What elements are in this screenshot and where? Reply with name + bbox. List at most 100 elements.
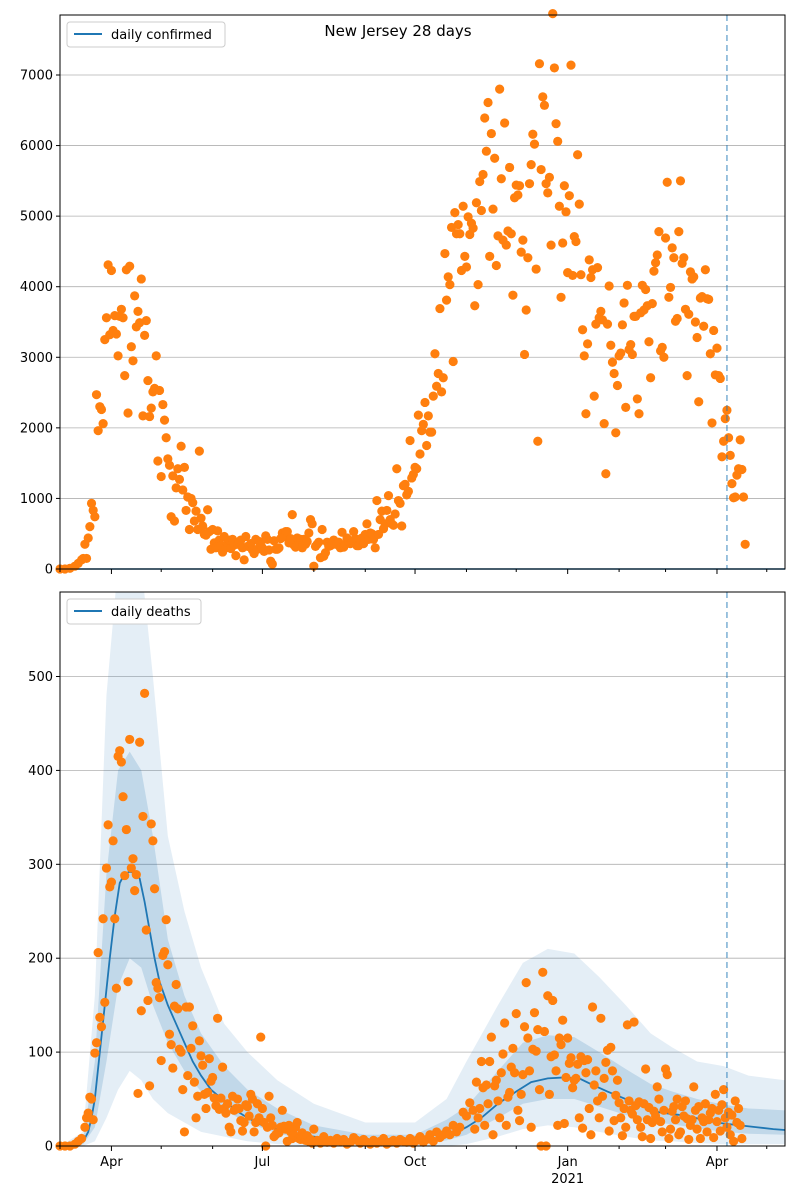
deaths-point [712,1116,722,1127]
deaths-point [636,1122,646,1132]
confirmed-point [267,559,277,569]
confirmed-point [480,113,490,123]
deaths-point [455,1122,465,1132]
confirmed-point [427,427,437,437]
deaths-point [584,1103,594,1114]
confirmed-point [579,351,589,361]
confirmed-point [725,450,735,460]
deaths-point [581,1068,591,1078]
deaths-point [93,947,103,958]
confirmed-y-tick-label: 3000 [20,351,53,366]
confirmed-point [674,227,684,237]
confirmed-point [576,270,586,280]
confirmed-point [440,248,450,259]
deaths-point [473,1113,483,1123]
confirmed-point [619,298,629,308]
deaths-point [670,1115,681,1125]
deaths-point [222,1099,233,1109]
deaths-x-tick-label: Jan [557,1155,578,1170]
confirmed-point [106,265,117,276]
confirmed-point [526,160,536,170]
deaths-point [191,1113,201,1123]
confirmed-point [524,179,535,189]
confirmed-point [184,524,195,535]
confirmed-point [140,330,150,341]
confirmed-point [647,299,657,309]
confirmed-point [153,456,163,466]
confirmed-point [481,146,491,156]
confirmed-point [612,380,623,391]
deaths-point [140,688,150,699]
confirmed-point [390,509,400,519]
confirmed-point [501,240,511,250]
deaths-point [173,1004,183,1014]
deaths-y-tick-label: 300 [28,858,53,873]
confirmed-point [529,139,540,149]
deaths-point [118,792,128,802]
deaths-point [153,983,163,993]
confirmed-point [445,279,455,290]
confirmed-point [699,321,709,331]
deaths-point [178,1085,188,1095]
confirmed-point [146,403,156,413]
confirmed-point [694,397,704,407]
deaths-point [568,1083,578,1093]
confirmed-point [559,181,569,191]
confirmed-point [239,555,249,565]
confirmed-point [176,441,186,451]
deaths-point [534,1085,545,1095]
deaths-point [675,1127,686,1137]
deaths-point [577,1123,588,1133]
confirmed-point [126,342,136,352]
confirmed-point [458,201,468,211]
deaths-point [86,1094,97,1104]
deaths-legend-label: daily deaths [111,605,191,620]
deaths-point [509,1068,520,1078]
deaths-point [571,1073,581,1083]
deaths-point [83,1108,93,1118]
deaths-x-tick-label: Oct [404,1155,426,1170]
confirmed-point [723,433,734,443]
confirmed-point [282,526,292,537]
deaths-point [659,1105,669,1115]
confirmed-point [506,229,516,239]
confirmed-point [554,201,564,211]
confirmed-point [383,491,394,501]
deaths-point [196,1051,206,1061]
deaths-point [76,1133,87,1144]
confirmed-y-tick-label: 6000 [20,139,53,154]
deaths-point [692,1124,702,1134]
deaths-point [237,1126,248,1136]
deaths-point [526,1122,536,1132]
deaths-point [159,947,170,957]
confirmed-point [213,526,223,536]
deaths-point [138,811,148,822]
deaths-x-tick-label: Apr [100,1155,123,1170]
confirmed-point [388,520,399,530]
deaths-point [637,1132,647,1142]
deaths-point [148,836,158,846]
confirmed-point [178,485,188,495]
confirmed-point [657,342,667,352]
deaths-point [168,1063,178,1073]
deaths-point [88,1115,98,1125]
confirmed-point [130,291,140,301]
confirmed-point [514,181,525,191]
deaths-point [523,1033,533,1043]
deaths-point [309,1124,319,1134]
deaths-point [519,1022,530,1032]
confirmed-point [403,486,413,496]
confirmed-point [543,188,553,198]
confirmed-point [156,471,166,482]
deaths-point [665,1124,676,1134]
confirmed-point [564,191,574,201]
deaths-point [136,1006,146,1016]
deaths-band-outer [60,592,785,1146]
deaths-point [558,1015,568,1025]
deaths-point [95,1012,105,1022]
deaths-point [496,1068,506,1078]
deaths-point [641,1064,651,1074]
confirmed-point [307,519,317,529]
